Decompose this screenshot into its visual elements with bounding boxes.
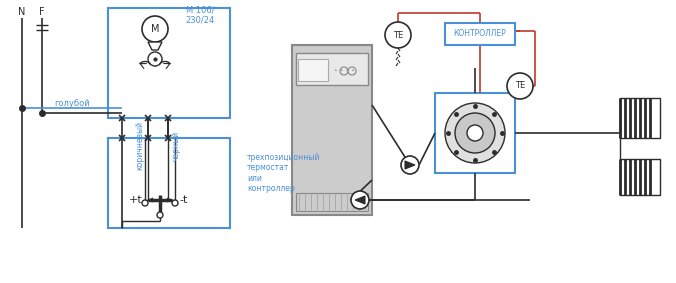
Circle shape xyxy=(445,103,505,163)
Circle shape xyxy=(142,16,168,42)
Circle shape xyxy=(455,113,495,153)
Text: F: F xyxy=(39,7,45,17)
Bar xyxy=(292,45,372,215)
Circle shape xyxy=(148,52,162,66)
Circle shape xyxy=(348,67,356,75)
Bar xyxy=(445,23,515,45)
Bar xyxy=(620,159,660,195)
Circle shape xyxy=(351,191,369,209)
Text: • • • •: • • • • xyxy=(334,68,355,72)
Circle shape xyxy=(507,73,533,99)
Text: ТЕ: ТЕ xyxy=(393,31,403,40)
Text: -t: -t xyxy=(180,195,188,205)
Circle shape xyxy=(142,200,148,206)
Text: +t: +t xyxy=(129,195,143,205)
Circle shape xyxy=(401,156,419,174)
Bar xyxy=(620,98,660,138)
Text: коричневый: коричневый xyxy=(135,121,145,170)
Text: М 106/
230/24: М 106/ 230/24 xyxy=(185,5,214,25)
Circle shape xyxy=(385,22,411,48)
Circle shape xyxy=(172,200,178,206)
Circle shape xyxy=(157,212,163,218)
Text: голубой: голубой xyxy=(54,98,90,108)
Bar xyxy=(108,138,230,228)
Text: черный: черный xyxy=(172,131,180,161)
Bar xyxy=(296,53,368,85)
Bar xyxy=(296,193,368,211)
Text: ТЕ: ТЕ xyxy=(515,82,525,91)
Text: М: М xyxy=(151,24,160,34)
Polygon shape xyxy=(355,196,365,204)
Bar xyxy=(298,59,328,81)
Circle shape xyxy=(340,67,348,75)
Text: КОНТРОЛЛЕР: КОНТРОЛЛЕР xyxy=(454,29,506,38)
Text: N: N xyxy=(18,7,26,17)
Bar xyxy=(435,93,515,173)
Bar xyxy=(108,8,230,118)
Polygon shape xyxy=(405,161,415,169)
Polygon shape xyxy=(148,42,162,50)
Text: трехпозиционный
термостат
или
контроллер: трехпозиционный термостат или контроллер xyxy=(247,153,320,193)
Circle shape xyxy=(467,125,483,141)
